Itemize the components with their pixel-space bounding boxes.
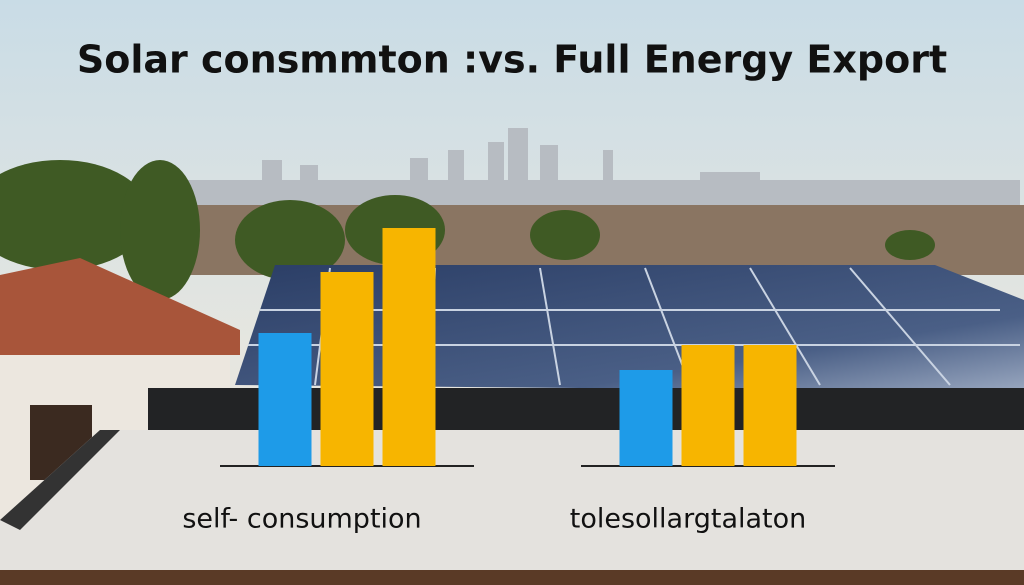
bar [681, 345, 735, 466]
bar [258, 333, 312, 466]
category-label: self- consumption [182, 504, 421, 535]
bar [382, 228, 436, 466]
category-label: tolesollargtalaton [570, 504, 807, 535]
bar [743, 345, 797, 466]
bar [320, 272, 374, 466]
bar [619, 370, 673, 466]
chart-title: Solar consmmton :vs. Full Energy Export [77, 38, 947, 82]
